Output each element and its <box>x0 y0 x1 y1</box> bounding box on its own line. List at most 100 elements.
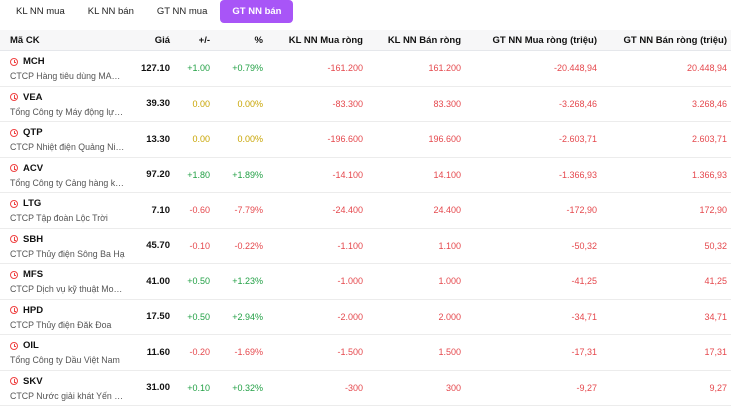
table-row[interactable]: VEA Tổng Công ty Máy động lực và Máy nông… <box>0 86 731 122</box>
foreign-trading-table: Mã CK Giá +/- % KL NN Mua ròng KL NN Bán… <box>0 30 731 406</box>
price-value: 13.30 <box>146 133 170 145</box>
alarm-clock-icon[interactable] <box>10 306 18 315</box>
gt-ban-rong-value: 50,32 <box>704 240 727 251</box>
gt-ban-rong-value: 20.448,94 <box>686 63 727 74</box>
kl-ban-rong-value: 24.400 <box>433 205 461 216</box>
header-change[interactable]: +/- <box>174 30 214 51</box>
percent-value: +2.94% <box>232 311 263 322</box>
kl-mua-rong-value: -1.500 <box>337 347 363 358</box>
alarm-clock-icon[interactable] <box>10 164 18 173</box>
tab-kl-nn-mua[interactable]: KL NN mua <box>16 6 65 17</box>
change-value: -0.10 <box>189 240 210 251</box>
gt-mua-rong-value: -172,90 <box>566 205 597 216</box>
stock-symbol[interactable]: MFS <box>23 269 44 281</box>
company-name: CTCP Nước giải khát Yến sào Khánh Hòa <box>10 390 125 401</box>
header-kl-ban-rong[interactable]: KL NN Bán ròng <box>367 30 465 51</box>
price-value: 39.30 <box>146 98 170 110</box>
stock-symbol[interactable]: SBH <box>23 233 44 245</box>
alarm-clock-icon[interactable] <box>10 377 18 386</box>
tab-gt-nn-ban[interactable]: GT NN bán <box>220 0 294 23</box>
stock-symbol[interactable]: VEA <box>23 91 43 103</box>
alarm-clock-icon[interactable] <box>10 128 18 137</box>
table-row[interactable]: OIL Tổng Công ty Dầu Việt Nam 11.60 -0.20 -1… <box>0 335 731 371</box>
stock-symbol[interactable]: SKV <box>23 375 43 387</box>
table-row[interactable]: LTG CTCP Tập đoàn Lộc Trời 7.10 -0.60 -7.79%… <box>0 193 731 229</box>
change-value: +1.80 <box>187 169 210 180</box>
price-value: 45.70 <box>146 240 170 252</box>
stock-symbol[interactable]: HPD <box>23 304 44 316</box>
table-row[interactable]: QTP CTCP Nhiệt điện Quảng Ninh 13.30 0.00 0.… <box>0 122 731 157</box>
percent-value: +0.32% <box>232 382 263 393</box>
gt-ban-rong-value: 2.603,71 <box>691 134 727 145</box>
alarm-clock-icon[interactable] <box>10 93 18 102</box>
stock-cell: VEA Tổng Công ty Máy động lực và Máy nông… <box>0 86 131 122</box>
stock-cell: SKV CTCP Nước giải khát Yến sào Khánh Hòa <box>0 370 131 406</box>
gt-ban-rong-value: 34,71 <box>704 311 727 322</box>
percent-value: -7.79% <box>234 205 263 216</box>
price-value: 17.50 <box>146 311 170 323</box>
gt-mua-rong-value: -1.366,93 <box>558 169 597 180</box>
percent-value: -0.22% <box>234 240 263 251</box>
alarm-clock-icon[interactable] <box>10 270 18 279</box>
stock-symbol[interactable]: ACV <box>23 162 44 174</box>
table-row[interactable]: HPD CTCP Thủy điện Đăk Đoa 17.50 +0.50 +2.94… <box>0 299 731 335</box>
kl-mua-rong-value: -1.000 <box>337 276 363 287</box>
change-value: -0.60 <box>189 205 210 216</box>
change-value: +0.50 <box>187 311 210 322</box>
stock-cell: LTG CTCP Tập đoàn Lộc Trời <box>0 193 131 229</box>
kl-mua-rong-value: -14.100 <box>332 169 363 180</box>
gt-mua-rong-value: -3.268,46 <box>558 98 597 109</box>
stock-cell: MFS CTCP Dịch vụ kỹ thuật Mobifone <box>0 264 131 300</box>
table-row[interactable]: MCH CTCP Hàng tiêu dùng MASAN 127.10 +1.00 +… <box>0 51 731 86</box>
price-value: 97.20 <box>146 169 170 181</box>
header-kl-mua-rong[interactable]: KL NN Mua ròng <box>267 30 367 51</box>
stock-symbol[interactable]: OIL <box>23 340 39 352</box>
stock-cell: OIL Tổng Công ty Dầu Việt Nam <box>0 335 131 371</box>
gt-mua-rong-value: -17,31 <box>571 347 597 358</box>
company-name: Tổng Công ty Dầu Việt Nam <box>10 355 120 366</box>
header-gt-mua-rong[interactable]: GT NN Mua ròng (triệu) <box>465 30 601 51</box>
kl-mua-rong-value: -196.600 <box>327 134 363 145</box>
kl-ban-rong-value: 1.000 <box>438 276 461 287</box>
gt-mua-rong-value: -50,32 <box>571 240 597 251</box>
table-row[interactable]: SBH CTCP Thủy điện Sông Ba Hạ 45.70 -0.10 -0… <box>0 228 731 264</box>
alarm-clock-icon[interactable] <box>10 235 18 244</box>
alarm-clock-icon[interactable] <box>10 199 18 208</box>
company-name: CTCP Hàng tiêu dùng MASAN <box>10 71 125 82</box>
kl-ban-rong-value: 196.600 <box>428 134 461 145</box>
alarm-clock-icon[interactable] <box>10 57 18 66</box>
table-row[interactable]: SKV CTCP Nước giải khát Yến sào Khánh Hòa… <box>0 370 731 406</box>
company-name: Tổng Công ty Máy động lực và Máy nông ng… <box>10 106 125 117</box>
gt-ban-rong-value: 1.366,93 <box>691 169 727 180</box>
price-value: 7.10 <box>151 204 171 216</box>
tab-kl-nn-ban[interactable]: KL NN bán <box>87 6 134 17</box>
stock-symbol[interactable]: MCH <box>23 56 45 68</box>
percent-value: +0.79% <box>232 63 263 74</box>
table-row[interactable]: MFS CTCP Dịch vụ kỹ thuật Mobifone 41.00 +0… <box>0 264 731 300</box>
table-header-row: Mã CK Giá +/- % KL NN Mua ròng KL NN Bán… <box>0 30 731 51</box>
stock-cell: SBH CTCP Thủy điện Sông Ba Hạ <box>0 228 131 264</box>
price-value: 11.60 <box>146 346 170 358</box>
header-gt-ban-rong[interactable]: GT NN Bán ròng (triệu) <box>601 30 731 51</box>
company-name: CTCP Dịch vụ kỹ thuật Mobifone <box>10 284 125 295</box>
gt-mua-rong-value: -41,25 <box>571 276 597 287</box>
change-value: 0.00 <box>192 134 210 145</box>
tab-gt-nn-mua[interactable]: GT NN mua <box>156 6 208 17</box>
table-row[interactable]: ACV Tổng Công ty Cảng hàng không Việt Nam… <box>0 157 731 193</box>
kl-mua-rong-value: -83.300 <box>332 98 363 109</box>
header-symbol[interactable]: Mã CK <box>0 30 131 51</box>
gt-ban-rong-value: 172,90 <box>699 205 727 216</box>
gt-mua-rong-value: -34,71 <box>571 311 597 322</box>
header-price[interactable]: Giá <box>131 30 174 51</box>
percent-value: +1.89% <box>232 169 263 180</box>
alarm-clock-icon[interactable] <box>10 341 18 350</box>
stock-symbol[interactable]: QTP <box>23 127 43 139</box>
kl-ban-rong-value: 1.500 <box>438 347 461 358</box>
stock-symbol[interactable]: LTG <box>23 198 42 210</box>
header-percent[interactable]: % <box>214 30 267 51</box>
stock-cell: ACV Tổng Công ty Cảng hàng không Việt Nam <box>0 157 131 193</box>
kl-mua-rong-value: -1.100 <box>337 240 363 251</box>
gt-mua-rong-value: -2.603,71 <box>558 134 597 145</box>
kl-ban-rong-value: 1.100 <box>438 240 461 251</box>
gt-ban-rong-value: 41,25 <box>704 276 727 287</box>
